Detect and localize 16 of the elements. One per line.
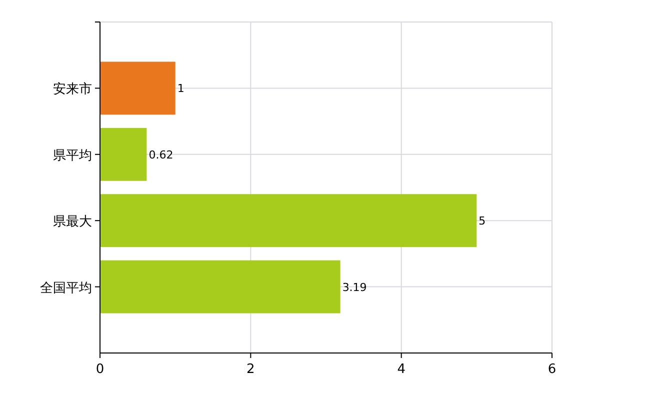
bar bbox=[100, 194, 477, 248]
bar bbox=[100, 62, 176, 115]
data-label: 0.62 bbox=[148, 148, 174, 162]
x-tick-label: 0 bbox=[96, 362, 104, 377]
y-tick-label: 安来市 bbox=[53, 81, 92, 98]
y-tick-label: 県平均 bbox=[53, 148, 92, 164]
data-label: 3.19 bbox=[342, 280, 367, 294]
x-tick-label: 4 bbox=[397, 362, 406, 377]
bar bbox=[100, 260, 340, 314]
y-tick-label: 県最大 bbox=[53, 214, 92, 230]
data-label: 1 bbox=[177, 82, 184, 96]
data-label: 5 bbox=[478, 214, 486, 228]
x-tick-label: 6 bbox=[548, 362, 556, 377]
bar bbox=[100, 128, 147, 181]
x-tick-label: 2 bbox=[246, 362, 255, 377]
y-tick-label: 全国平均 bbox=[40, 280, 92, 296]
